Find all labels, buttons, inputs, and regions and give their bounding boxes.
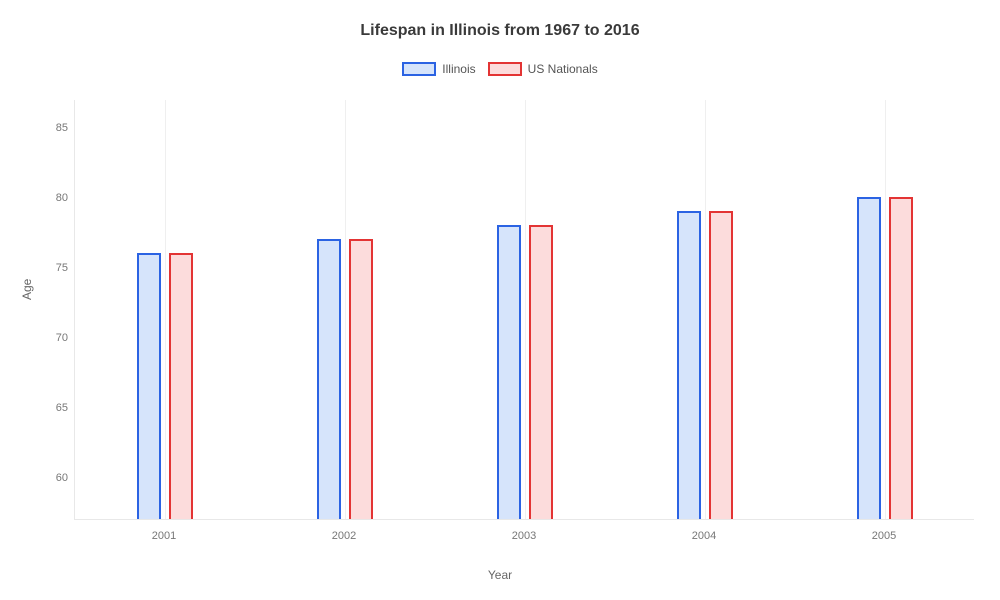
y-tick-label: 65 xyxy=(38,402,68,414)
x-tick-label: 2005 xyxy=(872,530,896,542)
legend-item: Illinois xyxy=(402,62,475,76)
bar xyxy=(317,239,341,519)
bar xyxy=(169,253,193,519)
bar xyxy=(677,211,701,519)
y-axis-label: Age xyxy=(20,279,34,300)
bar xyxy=(889,197,913,519)
x-tick-label: 2002 xyxy=(332,530,356,542)
y-tick-label: 60 xyxy=(38,472,68,484)
bar xyxy=(857,197,881,519)
bar xyxy=(497,225,521,519)
bar xyxy=(709,211,733,519)
y-tick-label: 85 xyxy=(38,122,68,134)
legend-label: Illinois xyxy=(442,62,475,76)
y-tick-label: 70 xyxy=(38,332,68,344)
gridline-vertical xyxy=(525,100,526,519)
gridline-vertical xyxy=(165,100,166,519)
gridline-vertical xyxy=(345,100,346,519)
legend: Illinois US Nationals xyxy=(0,62,1000,76)
legend-swatch xyxy=(402,62,436,76)
x-tick-label: 2004 xyxy=(692,530,716,542)
y-tick-label: 75 xyxy=(38,262,68,274)
chart-title: Lifespan in Illinois from 1967 to 2016 xyxy=(0,0,1000,40)
x-tick-label: 2003 xyxy=(512,530,536,542)
gridline-vertical xyxy=(885,100,886,519)
bar xyxy=(137,253,161,519)
plot-area xyxy=(74,100,974,520)
x-axis-label: Year xyxy=(0,568,1000,582)
legend-label: US Nationals xyxy=(528,62,598,76)
bar xyxy=(349,239,373,519)
bar xyxy=(529,225,553,519)
gridline-vertical xyxy=(705,100,706,519)
x-tick-label: 2001 xyxy=(152,530,176,542)
y-tick-label: 80 xyxy=(38,192,68,204)
legend-swatch xyxy=(488,62,522,76)
legend-item: US Nationals xyxy=(488,62,598,76)
